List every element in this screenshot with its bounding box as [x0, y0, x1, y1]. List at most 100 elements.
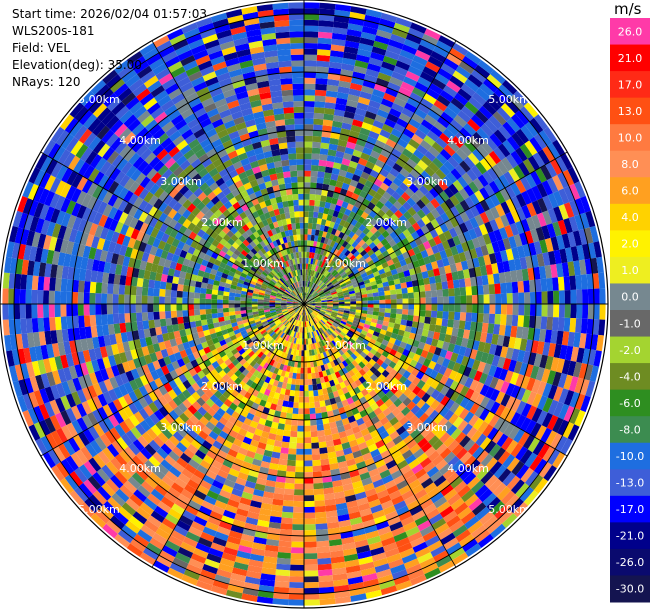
velocity-gate — [416, 328, 424, 336]
velocity-gate — [510, 385, 521, 399]
velocity-gate — [315, 286, 320, 292]
velocity-gate — [344, 208, 352, 217]
velocity-gate — [304, 112, 314, 119]
velocity-gate — [371, 552, 387, 562]
velocity-gate — [505, 248, 514, 261]
velocity-gate — [349, 308, 356, 313]
velocity-gate — [440, 532, 456, 546]
velocity-gate — [347, 434, 356, 442]
velocity-gate — [350, 444, 361, 453]
velocity-gate — [476, 144, 489, 158]
velocity-gate — [320, 352, 325, 360]
velocity-gate — [211, 294, 218, 300]
velocity-gate — [455, 243, 464, 254]
velocity-gate — [341, 122, 352, 131]
velocity-gate — [358, 224, 367, 232]
velocity-gate — [449, 217, 459, 228]
velocity-gate — [375, 520, 390, 531]
velocity-gate — [305, 293, 309, 299]
velocity-gate — [475, 275, 483, 286]
velocity-gate — [313, 331, 317, 338]
velocity-gate — [165, 282, 173, 291]
velocity-gate — [424, 114, 437, 126]
velocity-gate — [358, 157, 368, 167]
velocity-gate — [524, 304, 531, 316]
velocity-gate — [379, 257, 387, 265]
velocity-gate — [316, 546, 331, 554]
velocity-gate — [392, 435, 403, 446]
velocity-gate — [339, 394, 347, 402]
velocity-gate — [389, 521, 404, 532]
velocity-gate — [304, 333, 306, 339]
velocity-gate — [251, 304, 258, 307]
velocity-gate — [359, 284, 366, 289]
velocity-gate — [304, 344, 307, 351]
velocity-gate — [344, 147, 355, 156]
velocity-gate — [432, 268, 441, 277]
velocity-gate — [471, 285, 478, 296]
velocity-gate — [334, 204, 342, 212]
velocity-gate — [311, 325, 315, 332]
velocity-gate — [402, 128, 415, 139]
velocity-gate — [408, 118, 421, 129]
velocity-gate — [392, 162, 403, 173]
velocity-gate — [320, 382, 327, 390]
velocity-gate — [153, 311, 160, 320]
velocity-gate — [362, 373, 370, 381]
velocity-gate — [508, 168, 520, 183]
velocity-gate — [474, 381, 485, 394]
velocity-gate — [315, 188, 323, 196]
velocity-gate — [401, 107, 415, 119]
velocity-gate — [386, 259, 395, 267]
velocity-gate — [524, 230, 534, 244]
velocity-gate — [592, 319, 600, 335]
velocity-gate — [390, 563, 406, 575]
velocity-gate — [421, 271, 429, 279]
velocity-gate — [304, 315, 306, 322]
velocity-gate — [459, 199, 470, 212]
velocity-gate — [311, 291, 317, 296]
velocity-gate — [443, 409, 455, 421]
velocity-gate — [408, 268, 416, 276]
velocity-gate — [361, 513, 374, 523]
velocity-gate — [379, 129, 391, 139]
velocity-gate — [333, 352, 339, 360]
velocity-gate — [412, 541, 428, 553]
velocity-gate — [433, 121, 447, 133]
velocity-gate — [370, 183, 380, 193]
velocity-gate — [464, 321, 472, 331]
velocity-gate — [338, 355, 345, 363]
velocity-gate — [416, 379, 426, 390]
velocity-gate — [349, 346, 356, 354]
velocity-gate — [430, 50, 447, 63]
velocity-gate — [347, 330, 355, 336]
velocity-gate — [476, 450, 489, 464]
velocity-gate — [170, 297, 177, 304]
velocity-gate — [452, 179, 464, 192]
velocity-gate — [339, 412, 348, 420]
velocity-gate — [313, 264, 317, 271]
velocity-gate — [443, 304, 449, 312]
velocity-gate — [416, 199, 426, 210]
velocity-gate — [414, 297, 420, 304]
velocity-gate — [314, 297, 321, 301]
velocity-gate — [396, 172, 407, 183]
velocity-gate — [393, 574, 410, 586]
velocity-gate — [406, 281, 413, 288]
velocity-gate — [313, 284, 318, 290]
velocity-gate — [474, 405, 485, 418]
velocity-gate — [297, 425, 304, 432]
velocity-gate — [358, 281, 365, 287]
velocity-gate — [540, 427, 553, 444]
velocity-gate — [474, 266, 482, 277]
velocity-gate — [377, 390, 386, 399]
velocity-gate — [343, 379, 351, 387]
velocity-gate — [355, 347, 363, 355]
velocity-gate — [519, 338, 528, 351]
velocity-gate — [338, 299, 345, 303]
velocity-gate — [313, 205, 320, 213]
velocity-gate — [515, 414, 527, 429]
velocity-gate — [314, 200, 321, 207]
velocity-gate — [354, 60, 369, 69]
velocity-gate — [558, 204, 569, 220]
